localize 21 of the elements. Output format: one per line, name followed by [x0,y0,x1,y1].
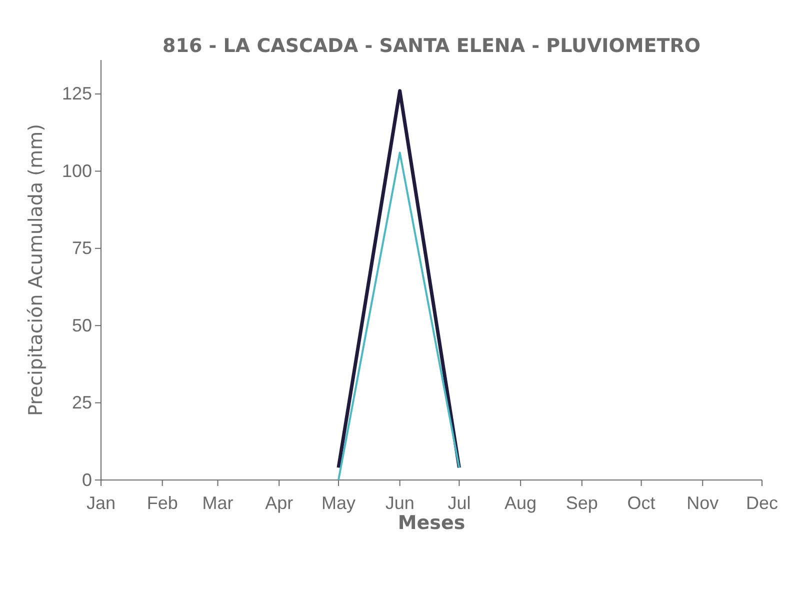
y-axis-title: Precipitación Acumulada (mm) [25,124,47,416]
x-tick-label: Sep [566,492,598,513]
y-tick-label: 100 [62,160,92,181]
x-tick-label: Oct [627,492,656,513]
x-tick-label: Nov [686,492,719,513]
chart-title: 816 - LA CASCADA - SANTA ELENA - PLUVIOMETRO [162,35,700,57]
x-tick-label: Mar [202,492,234,513]
y-tick-label: 125 [62,84,92,104]
x-tick-label: Jul [448,492,471,513]
x-tick-label: Apr [265,492,294,513]
x-tick-label: Jun [385,492,414,513]
x-tick-label: May [321,492,356,513]
y-tick-label: 25 [72,392,92,413]
x-tick-label: Jan [86,492,116,513]
y-tick-label: 75 [72,238,92,258]
x-tick-label: Feb [146,492,178,513]
x-tick-label: Dec [746,492,778,513]
x-tick-label: Aug [504,492,537,513]
y-tick-label: 50 [72,315,92,336]
y-tick-label: 0 [82,470,92,490]
x-axis-title: Meses [398,512,466,534]
